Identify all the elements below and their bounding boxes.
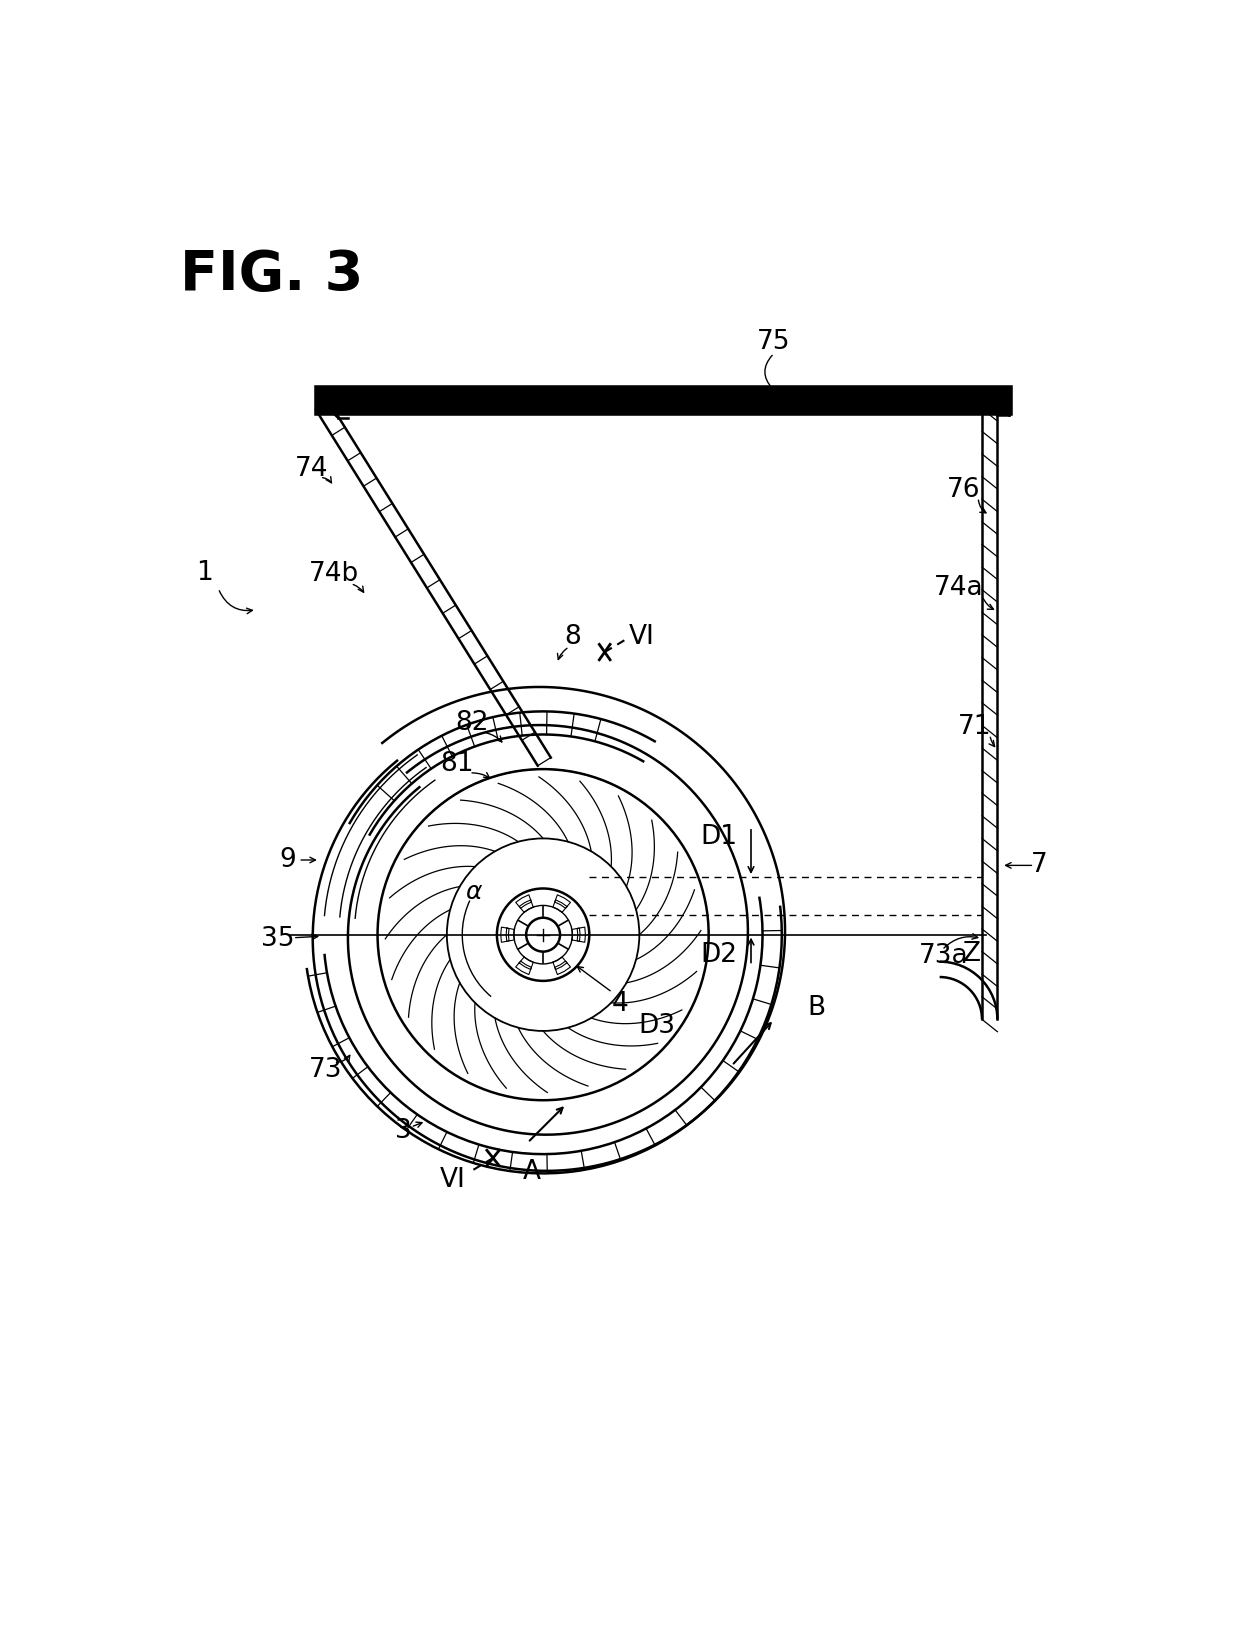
Text: 73a: 73a — [919, 943, 968, 969]
Text: D2: D2 — [701, 943, 737, 969]
Text: B: B — [807, 995, 826, 1021]
Text: D3: D3 — [639, 1013, 676, 1039]
Text: FIG. 3: FIG. 3 — [180, 248, 363, 301]
Text: 74b: 74b — [309, 562, 358, 588]
Text: 74: 74 — [295, 456, 329, 482]
Text: 7: 7 — [1032, 852, 1048, 878]
Text: VI: VI — [439, 1166, 465, 1192]
Text: A: A — [522, 1158, 541, 1184]
Text: 1: 1 — [196, 560, 213, 586]
Text: 71: 71 — [957, 714, 991, 740]
Text: VI: VI — [629, 624, 655, 650]
Text: 81: 81 — [440, 751, 474, 777]
Text: 8: 8 — [564, 624, 580, 650]
Text: 74a: 74a — [934, 575, 983, 601]
Text: 9: 9 — [279, 847, 296, 873]
Text: 76: 76 — [947, 477, 981, 503]
Text: 35: 35 — [260, 925, 294, 951]
Text: D1: D1 — [701, 824, 737, 850]
Text: 3: 3 — [394, 1117, 412, 1144]
Text: α: α — [465, 880, 482, 904]
Text: Z: Z — [962, 942, 981, 968]
Text: 4: 4 — [611, 990, 629, 1016]
Text: 73: 73 — [309, 1057, 342, 1083]
Text: 82: 82 — [455, 710, 489, 736]
Text: 75: 75 — [758, 329, 791, 355]
